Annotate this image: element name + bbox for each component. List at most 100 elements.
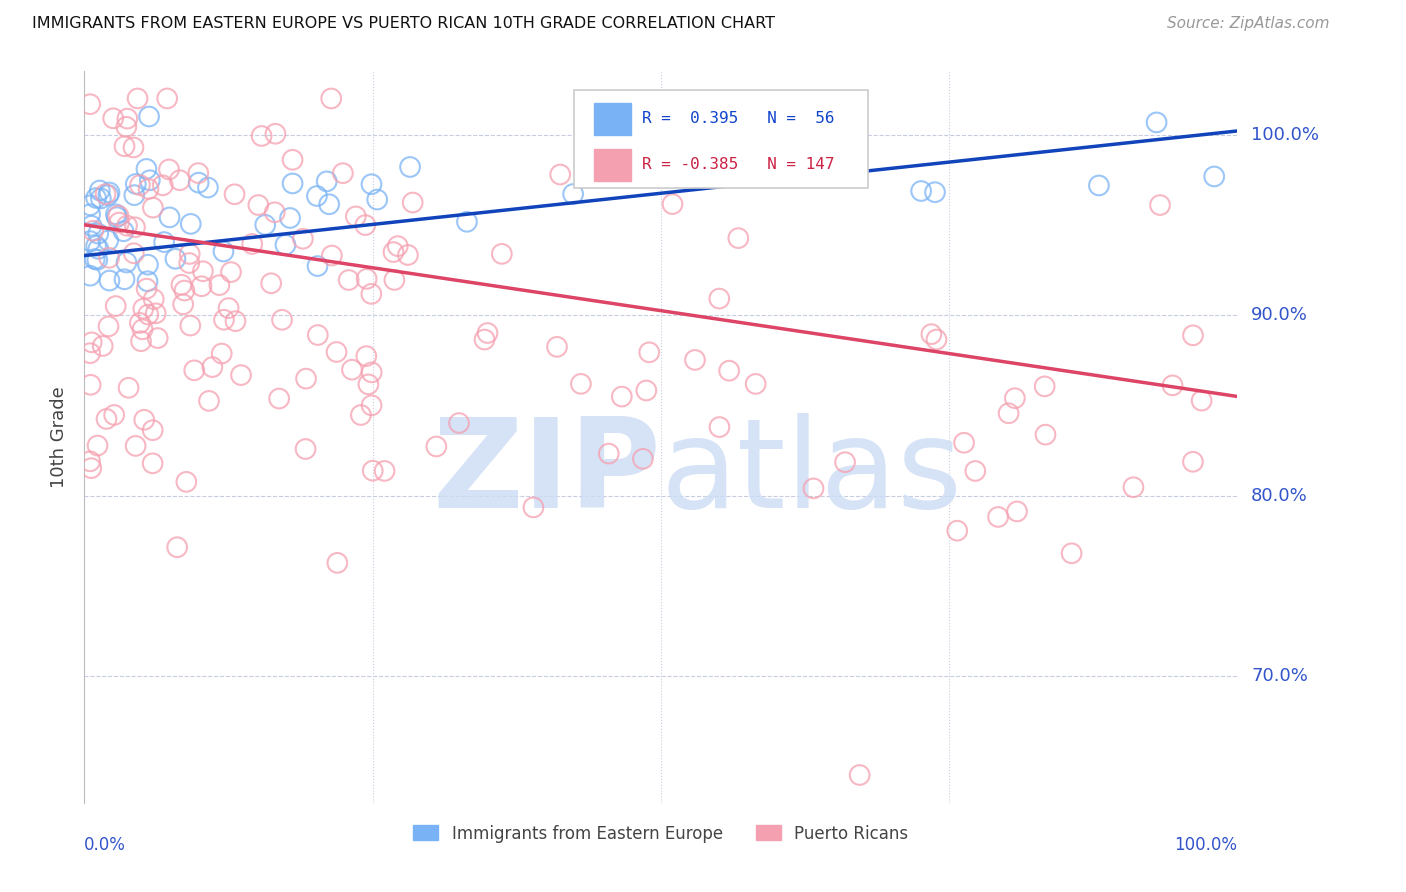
Point <box>212 312 235 326</box>
Point <box>183 363 205 377</box>
Point <box>104 207 127 221</box>
Point <box>84 191 107 205</box>
Point <box>80 461 103 475</box>
Point <box>1191 393 1213 408</box>
Point <box>1060 546 1083 560</box>
Point <box>79 234 101 248</box>
Point <box>1161 378 1184 392</box>
Point <box>281 177 304 191</box>
Point <box>1204 169 1226 184</box>
Text: 0.0%: 0.0% <box>84 836 127 854</box>
Point <box>356 272 378 286</box>
Point <box>142 423 165 437</box>
Point <box>366 193 388 207</box>
Point <box>114 139 136 153</box>
Point <box>683 352 706 367</box>
Point <box>136 258 159 272</box>
Point <box>79 97 101 112</box>
Point <box>631 451 654 466</box>
Point <box>97 319 120 334</box>
Point <box>307 259 329 273</box>
Point <box>305 189 328 203</box>
Point <box>997 406 1019 420</box>
Point <box>146 331 169 345</box>
Bar <box>593 103 631 135</box>
Point <box>135 161 157 176</box>
Point <box>98 186 121 200</box>
Point <box>122 140 145 154</box>
Point <box>115 120 138 134</box>
Point <box>229 368 252 383</box>
Point <box>474 333 496 347</box>
Point <box>129 178 152 192</box>
Point <box>361 464 384 478</box>
Point <box>115 219 138 233</box>
Text: R = -0.385   N = 147: R = -0.385 N = 147 <box>643 157 835 172</box>
Point <box>136 308 159 322</box>
Point <box>125 177 148 191</box>
Text: IMMIGRANTS FROM EASTERN EUROPE VS PUERTO RICAN 10TH GRADE CORRELATION CHART: IMMIGRANTS FROM EASTERN EUROPE VS PUERTO… <box>32 16 776 31</box>
Point <box>254 218 277 232</box>
Text: 90.0%: 90.0% <box>1251 306 1308 324</box>
Point <box>112 224 135 238</box>
Point <box>128 316 150 330</box>
Point <box>337 273 360 287</box>
Point <box>294 442 316 456</box>
Point <box>718 364 741 378</box>
Point <box>727 231 749 245</box>
Point <box>321 248 343 262</box>
Point <box>953 435 976 450</box>
Point <box>340 362 363 376</box>
Point <box>1181 455 1204 469</box>
Point <box>179 318 201 333</box>
Text: ZIP: ZIP <box>432 413 661 534</box>
Point <box>191 264 214 278</box>
Point <box>225 314 247 328</box>
Point <box>332 166 354 180</box>
Point <box>83 252 105 266</box>
Point <box>271 313 294 327</box>
Point <box>117 381 139 395</box>
Point <box>218 301 240 315</box>
Point <box>360 286 382 301</box>
Point <box>269 392 291 406</box>
Point <box>124 220 146 235</box>
Point <box>153 235 176 249</box>
Point <box>382 245 405 260</box>
Point <box>179 247 201 261</box>
Point <box>103 112 125 126</box>
Point <box>321 91 343 105</box>
Point <box>208 278 231 293</box>
Point <box>80 219 103 233</box>
Point <box>129 334 152 349</box>
Point <box>638 345 661 359</box>
Point <box>103 408 125 422</box>
Point <box>744 376 766 391</box>
Point <box>166 540 188 554</box>
Point <box>1146 115 1168 129</box>
Point <box>456 215 478 229</box>
Point <box>90 191 112 205</box>
Point <box>179 256 201 270</box>
Point <box>562 187 585 202</box>
Point <box>198 393 221 408</box>
Point <box>224 187 246 202</box>
Point <box>326 556 349 570</box>
Point <box>522 500 544 515</box>
Point <box>987 510 1010 524</box>
Point <box>79 454 101 468</box>
Point <box>212 244 235 259</box>
Point <box>169 173 191 187</box>
Point <box>965 464 987 478</box>
Point <box>79 377 101 392</box>
Point <box>344 210 367 224</box>
Point <box>117 112 139 126</box>
Point <box>360 365 382 379</box>
Point <box>124 439 146 453</box>
Point <box>97 188 120 202</box>
Point <box>107 209 129 223</box>
Point <box>318 197 340 211</box>
Point <box>491 247 513 261</box>
Point <box>399 160 422 174</box>
Point <box>1122 480 1144 494</box>
